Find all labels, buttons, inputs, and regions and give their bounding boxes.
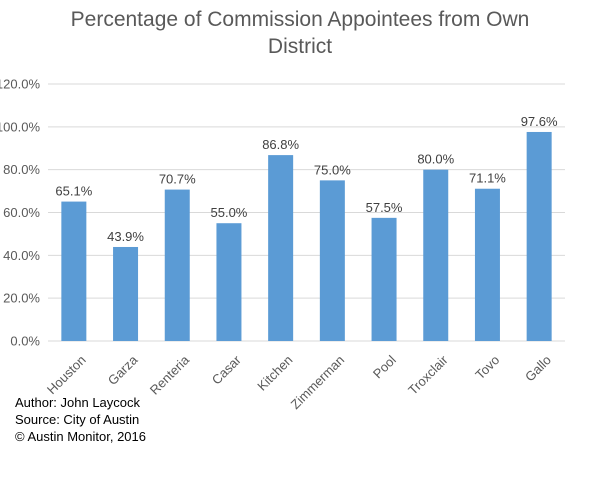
data-label: 97.6%: [521, 114, 558, 129]
data-label: 65.1%: [55, 184, 92, 199]
data-label: 55.0%: [211, 205, 248, 220]
y-tick-label: 40.0%: [3, 248, 40, 263]
bar-garza: [113, 246, 139, 341]
y-tick-label: 20.0%: [3, 291, 40, 306]
y-tick-label: 100.0%: [0, 119, 40, 134]
bar-gallo: [526, 131, 552, 341]
y-tick-label: 120.0%: [0, 77, 40, 92]
bar-troxclair: [423, 169, 449, 341]
y-tick-label: 60.0%: [3, 205, 40, 220]
bar-houston: [61, 201, 87, 341]
data-label: 70.7%: [159, 172, 196, 187]
x-category-label: Gallo: [522, 352, 554, 384]
chart-title-line-1: Percentage of Commission Appointees from…: [71, 8, 530, 31]
x-category-label: Kitchen: [254, 352, 295, 393]
credit-author: Author: John Laycock: [15, 395, 141, 410]
x-category-label: Casar: [209, 352, 245, 388]
y-tick-label: 80.0%: [3, 162, 40, 177]
x-category-label: Tovo: [472, 352, 502, 382]
x-category-label: Garza: [105, 352, 141, 388]
data-label: 80.0%: [417, 152, 454, 167]
data-labels: 65.1% 43.9% 70.7% 55.0% 86.8% 75.0% 57.5% 80.0%…: [55, 114, 558, 244]
bar-casar: [216, 223, 242, 341]
data-label: 86.8%: [262, 137, 299, 152]
x-category-label: Zimmerman: [288, 352, 348, 412]
data-label: 71.1%: [469, 171, 506, 186]
credit-copyright: © Austin Monitor, 2016: [15, 429, 146, 444]
bars: [61, 131, 552, 341]
data-label: 43.9%: [107, 229, 144, 244]
x-category-label: Pool: [370, 352, 399, 381]
data-label: 57.5%: [366, 200, 403, 215]
bar-zimmerman: [319, 180, 345, 341]
bar-renteria: [164, 189, 190, 341]
x-category-label: Houston: [44, 352, 89, 397]
bar-tovo: [474, 188, 500, 341]
credits-block: Author: John Laycock Source: City of Aus…: [15, 394, 146, 445]
bar-kitchen: [268, 155, 294, 341]
y-axis-tick-labels: 0.0% 20.0% 40.0% 60.0% 80.0% 100.0% 120.0%: [0, 77, 40, 349]
credit-source: Source: City of Austin: [15, 412, 140, 427]
chart-title-line-2: District: [268, 35, 332, 58]
data-label: 75.0%: [314, 162, 351, 177]
bar-pool: [371, 217, 397, 341]
x-category-label: Troxclair: [405, 352, 451, 398]
y-tick-label: 0.0%: [10, 334, 40, 349]
x-category-label: Renteria: [147, 352, 193, 398]
